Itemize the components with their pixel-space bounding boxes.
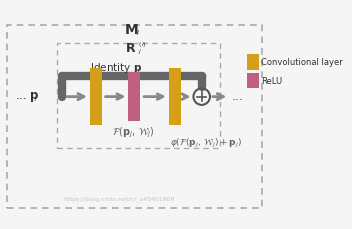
Bar <box>7 25 262 208</box>
Bar <box>247 73 258 88</box>
Bar <box>169 68 181 125</box>
Bar <box>90 68 102 125</box>
Text: ... $\mathbf{p}$: ... $\mathbf{p}$ <box>15 90 39 104</box>
Bar <box>247 55 258 70</box>
Text: $_j^{(i)}$: $_j^{(i)}$ <box>138 41 146 57</box>
Text: https://blog.csdn.net/cr_s45401909: https://blog.csdn.net/cr_s45401909 <box>63 196 175 202</box>
Text: Convolutional layer: Convolutional layer <box>261 58 343 67</box>
Text: $\mathbf{R}$: $\mathbf{R}$ <box>125 41 137 55</box>
Text: $\mathcal{F}(\mathbf{p}_j,\, \mathcal{W}_j)$: $\mathcal{F}(\mathbf{p}_j,\, \mathcal{W}… <box>112 126 154 141</box>
Text: $_j$: $_j$ <box>137 66 142 76</box>
Text: ...: ... <box>232 90 244 103</box>
Text: $\varphi(\mathcal{F}(\mathbf{p}_j,\, \mathcal{W}_j)+\mathbf{p}_j)$: $\varphi(\mathcal{F}(\mathbf{p}_j,\, \ma… <box>170 137 242 150</box>
Bar <box>128 72 140 121</box>
Text: $\mathbf{M}$: $\mathbf{M}$ <box>124 23 138 37</box>
Bar <box>57 43 220 148</box>
Text: Identity $\mathbf{p}$: Identity $\mathbf{p}$ <box>90 61 143 75</box>
Text: ReLU: ReLU <box>261 76 282 86</box>
Text: $_j$: $_j$ <box>34 95 38 104</box>
Text: $_i$: $_i$ <box>136 28 139 38</box>
